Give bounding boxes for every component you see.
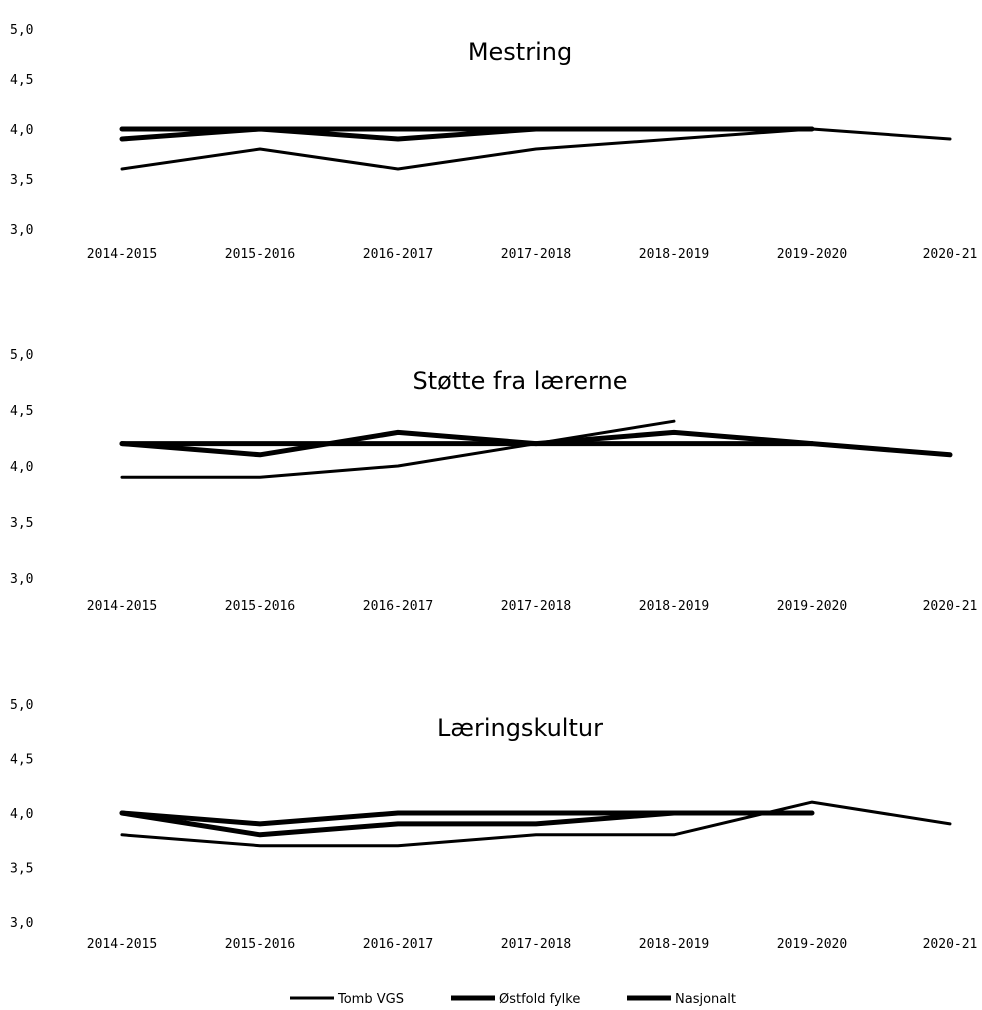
chart-panel-2: Støtte fra lærerne 3,0 3,5 4,0 4,5 5,0 2014-20… xyxy=(10,348,977,614)
y-tick-label: 4,5 xyxy=(10,73,33,88)
x-tick-label: 2016-2017 xyxy=(363,599,433,614)
chart-title: Mestring xyxy=(468,38,572,66)
x-tick-label: 2017-2018 xyxy=(501,247,571,262)
legend-label: Tomb VGS xyxy=(337,992,404,1007)
x-tick-label: 2020-21 xyxy=(923,937,978,952)
y-tick-label: 4,0 xyxy=(10,460,33,475)
x-tick-label: 2018-2019 xyxy=(639,937,709,952)
chart-panel-1: Mestring 3,0 3,5 4,0 4,5 5,0 2014-2015 2015-201… xyxy=(10,23,977,262)
chart-title: Læringskultur xyxy=(437,714,603,742)
x-tick-label: 2017-2018 xyxy=(501,599,571,614)
y-tick-label: 4,0 xyxy=(10,807,33,822)
x-tick-label: 2019-2020 xyxy=(777,247,847,262)
x-tick-label: 2014-2015 xyxy=(87,247,157,262)
series-line-1 xyxy=(120,127,952,171)
y-tick-label: 5,0 xyxy=(10,23,33,38)
x-tick-label: 2015-2016 xyxy=(225,937,295,952)
legend-item: Østfold fylke xyxy=(451,992,580,1007)
y-tick-label: 3,5 xyxy=(10,173,33,188)
x-tick-label: 2014-2015 xyxy=(87,937,157,952)
y-tick-label: 4,0 xyxy=(10,123,33,138)
x-tick-label: 2020-21 xyxy=(923,247,978,262)
x-tick-label: 2018-2019 xyxy=(639,599,709,614)
chart-title: Støtte fra lærerne xyxy=(413,367,628,395)
x-tick-label: 2014-2015 xyxy=(87,599,157,614)
x-tick-label: 2016-2017 xyxy=(363,247,433,262)
y-tick-label: 4,5 xyxy=(10,404,33,419)
y-tick-label: 3,5 xyxy=(10,516,33,531)
x-tick-label: 2018-2019 xyxy=(639,247,709,262)
y-tick-label: 4,5 xyxy=(10,753,33,768)
x-tick-label: 2015-2016 xyxy=(225,599,295,614)
x-tick-label: 2019-2020 xyxy=(777,937,847,952)
x-tick-label: 2020-21 xyxy=(923,599,978,614)
x-tick-label: 2019-2020 xyxy=(777,599,847,614)
chart-legend: Tomb VGS Østfold fylke Nasjonalt xyxy=(290,992,736,1007)
series-line-1 xyxy=(120,419,676,479)
x-tick-label: 2015-2016 xyxy=(225,247,295,262)
series-line-1 xyxy=(120,800,952,848)
series-line-3 xyxy=(119,810,677,838)
y-tick-label: 3,0 xyxy=(10,572,33,587)
legend-item: Nasjonalt xyxy=(627,992,736,1007)
legend-item: Tomb VGS xyxy=(290,992,404,1007)
legend-label: Nasjonalt xyxy=(675,992,736,1007)
y-tick-label: 5,0 xyxy=(10,348,33,363)
y-tick-label: 5,0 xyxy=(10,698,33,713)
y-tick-label: 3,0 xyxy=(10,223,33,238)
chart-panel-3: Læringskultur 3,0 3,5 4,0 4,5 5,0 2014-2015 201… xyxy=(10,698,977,952)
series-line-2 xyxy=(119,810,815,827)
x-tick-label: 2017-2018 xyxy=(501,937,571,952)
legend-label: Østfold fylke xyxy=(499,992,580,1007)
y-tick-label: 3,5 xyxy=(10,862,33,877)
y-tick-label: 3,0 xyxy=(10,916,33,931)
x-tick-label: 2016-2017 xyxy=(363,937,433,952)
